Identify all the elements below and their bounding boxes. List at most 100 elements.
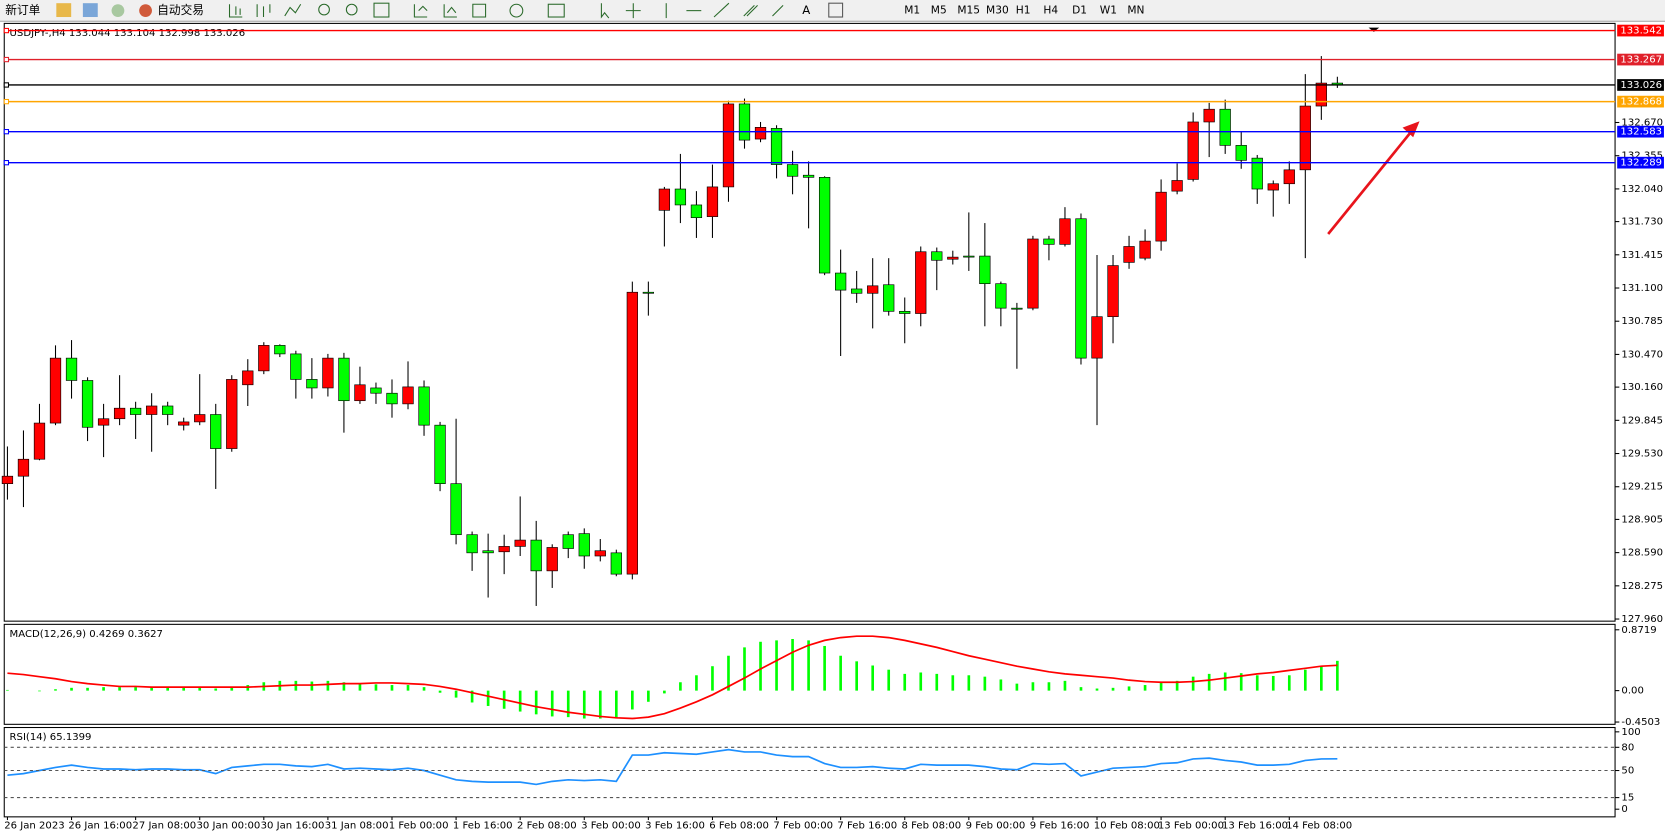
candle-body (818, 176, 831, 274)
timeframe-button[interactable]: M5 (931, 4, 947, 17)
label-tool[interactable] (828, 2, 844, 18)
level-label-box (1617, 24, 1664, 37)
icon[interactable] (111, 4, 125, 18)
level-anchor (3, 27, 10, 34)
y-tick-label: 132.355 (1621, 151, 1663, 162)
y-tick-label: 0.8719 (1621, 625, 1656, 636)
y-tick-label: 15 (1621, 793, 1634, 804)
new-order-button[interactable]: 新订单 (5, 3, 40, 17)
candle-body (1267, 183, 1279, 191)
candle-body (1251, 157, 1263, 190)
candle-body (386, 392, 398, 405)
level-anchor (3, 129, 10, 135)
candle-body (995, 283, 1007, 309)
candle-body (610, 552, 622, 575)
candle-body (370, 387, 382, 394)
x-tick-label: 14 Feb 08:00 (1286, 820, 1352, 831)
level-label: 132.868 (1620, 97, 1662, 108)
candle-body (1283, 169, 1295, 185)
candle-body (498, 546, 510, 553)
timeframe-button[interactable]: D1 (1072, 4, 1087, 17)
candle-body (770, 128, 783, 165)
candle-body (658, 188, 671, 211)
indicator-line (7, 748, 1338, 786)
annotation-arrow (1327, 121, 1420, 235)
timeframe-button[interactable]: M15 (957, 4, 980, 17)
candle-body (1203, 108, 1215, 123)
icon[interactable] (56, 3, 72, 18)
candle-body (578, 533, 590, 557)
candle-body (738, 103, 751, 141)
candle-body (1155, 191, 1167, 242)
timeframe-button[interactable]: H1 (1016, 4, 1031, 17)
candle-body (1075, 218, 1087, 359)
y-tick-label: 0 (1621, 804, 1627, 815)
x-tick-label: 1 Feb 16:00 (453, 820, 513, 831)
timeframe-button[interactable]: M1 (904, 4, 920, 17)
level-label: 132.289 (1620, 158, 1662, 169)
panel-title: MACD(12,26,9) 0.4269 0.3627 (10, 629, 163, 640)
candle-body (1299, 105, 1311, 171)
panel-title: RSI(14) 65.1399 (10, 732, 92, 743)
x-tick-label: 2 Feb 08:00 (517, 820, 577, 831)
y-tick-label: 129.845 (1621, 415, 1663, 426)
candle-body (354, 384, 366, 402)
candle-body (322, 357, 334, 389)
timeframe-button[interactable]: H4 (1043, 4, 1058, 17)
timeframe-button[interactable]: W1 (1100, 4, 1117, 17)
x-tick-label: 7 Feb 00:00 (773, 820, 833, 831)
candle-body (274, 345, 286, 355)
timeframe-button[interactable]: M30 (986, 4, 1009, 17)
x-tick-label: 9 Feb 00:00 (966, 820, 1026, 831)
candle-body (915, 251, 927, 314)
candle-body (594, 550, 606, 557)
candle-body (17, 458, 30, 477)
x-tick-label: 27 Jan 08:00 (132, 820, 196, 831)
x-tick-label: 13 Feb 16:00 (1222, 820, 1288, 831)
candle-body (562, 534, 574, 549)
level-label: 133.026 (1620, 80, 1662, 91)
icon[interactable] (82, 3, 98, 18)
auto-trade-button[interactable]: 自动交易 (157, 3, 204, 17)
y-tick-label: 131.730 (1621, 217, 1663, 228)
candle-body (626, 291, 638, 575)
candle-body (947, 256, 959, 260)
shift-marker (1368, 27, 1380, 32)
text-tool[interactable]: A (802, 3, 810, 17)
candle-body (899, 310, 911, 314)
candle-body (1235, 145, 1247, 161)
candle-body (129, 407, 142, 415)
candle-body (1091, 316, 1103, 359)
y-tick-label: 130.785 (1621, 316, 1663, 327)
toolbar-icons[interactable] (228, 2, 784, 19)
candle-body (49, 357, 62, 424)
x-tick-label: 31 Jan 08:00 (325, 820, 389, 831)
y-tick-label: -0.4503 (1621, 717, 1660, 728)
x-tick-label: 10 Feb 08:00 (1094, 820, 1160, 831)
x-tick-label: 3 Feb 16:00 (645, 820, 705, 831)
level-label-box (1617, 53, 1664, 66)
x-tick-label: 1 Feb 00:00 (389, 820, 449, 831)
candle-body (851, 288, 863, 294)
macd-panel (3, 623, 1616, 725)
candle-body (226, 379, 238, 449)
level-label-box (1617, 156, 1664, 169)
level-label: 132.583 (1620, 127, 1662, 138)
candle-body (482, 550, 494, 554)
candle-body (1139, 240, 1151, 259)
x-tick-label: 13 Feb 00:00 (1158, 820, 1224, 831)
candle-body (931, 251, 943, 261)
x-tick-label: 3 Feb 00:00 (581, 820, 641, 831)
x-tick-label: 30 Jan 16:00 (261, 820, 325, 831)
x-tick-label: 8 Feb 08:00 (902, 820, 962, 831)
y-tick-label: 128.590 (1621, 548, 1663, 559)
candle-body (754, 127, 767, 140)
candle-body (690, 204, 703, 219)
candle-body (979, 255, 991, 285)
candle-body (194, 414, 206, 423)
auto-trade-icon[interactable] (139, 4, 152, 18)
timeframe-button[interactable]: MN (1127, 4, 1144, 17)
timeframe-bar: M1 M5 M15 M30 H1 H4 D1 W1 MN (904, 4, 1144, 17)
